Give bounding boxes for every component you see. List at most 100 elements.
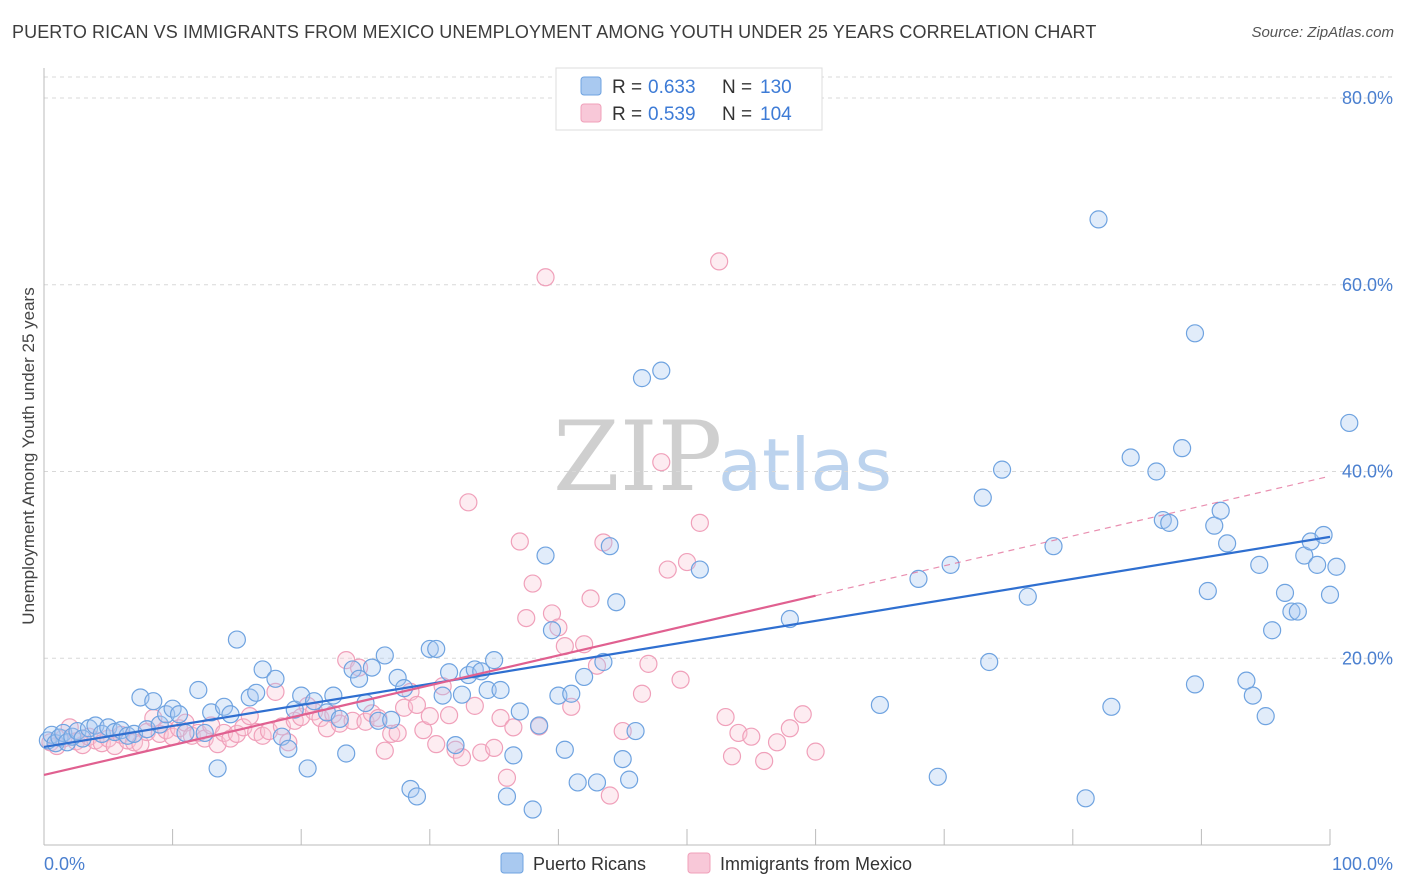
mexico-point	[710, 252, 729, 271]
puerto-rican-point	[433, 686, 452, 705]
legend-n-label-blue: N =	[722, 77, 752, 98]
mexico-point	[510, 532, 529, 551]
trend-lines	[43, 475, 1331, 777]
puerto-rican-point	[575, 667, 594, 687]
x-tick-label-max: 100.0%	[1332, 854, 1393, 874]
mexico-point	[523, 574, 542, 593]
puerto-rican-point	[973, 488, 992, 507]
mexico-point	[793, 705, 812, 724]
mexico-point	[690, 513, 709, 532]
puerto-rican-point	[208, 759, 227, 778]
mexico-point	[581, 589, 600, 608]
puerto-rican-point	[54, 723, 73, 743]
puerto-rican-point	[530, 716, 549, 735]
mexico-point	[517, 608, 536, 628]
mexico-point	[632, 684, 652, 703]
puerto-rican-point	[594, 652, 613, 672]
puerto-rican-point	[928, 767, 947, 786]
puerto-rican-point	[562, 684, 581, 703]
puerto-rican-point	[491, 680, 510, 700]
puerto-rican-point	[620, 770, 639, 789]
bottom-legend-label-blue: Puerto Ricans	[533, 854, 646, 874]
puerto-rican-point	[247, 683, 266, 702]
puerto-rican-point	[1308, 555, 1327, 574]
mexico-point	[613, 721, 632, 741]
puerto-rican-point	[941, 555, 960, 574]
puerto-rican-point	[652, 361, 671, 380]
puerto-rican-point	[1256, 707, 1275, 726]
mexico-point	[497, 768, 517, 787]
puerto-rican-point	[523, 800, 542, 819]
puerto-rican-point	[298, 759, 317, 778]
puerto-rican-point	[497, 787, 517, 806]
series-mexico-points	[41, 252, 825, 805]
mexico-point	[427, 735, 446, 754]
mexico-point	[562, 697, 581, 716]
puerto-rican-point	[1340, 413, 1359, 433]
puerto-rican-point	[1320, 585, 1340, 604]
puerto-rican-point	[607, 593, 626, 612]
y-axis-title: Unemployment Among Youth under 25 years	[19, 287, 38, 624]
mexico-point	[722, 747, 742, 766]
puerto-rican-point	[343, 660, 362, 679]
puerto-rican-point	[427, 639, 446, 659]
puerto-rican-point	[1263, 621, 1282, 640]
puerto-rican-point	[1185, 675, 1205, 694]
puerto-rican-point	[144, 692, 163, 711]
puerto-rican-point	[362, 658, 382, 677]
puerto-rican-point	[1044, 537, 1063, 556]
puerto-rican-point	[1018, 587, 1037, 606]
puerto-rican-point	[510, 702, 529, 721]
legend-n-value-pink: 104	[760, 104, 792, 125]
puerto-rican-point	[407, 787, 427, 806]
puerto-rican-point	[1327, 557, 1346, 576]
puerto-rican-point	[169, 705, 189, 724]
mexico-point	[742, 727, 761, 746]
legend-r-value-blue: 0.633	[648, 77, 696, 98]
puerto-rican-point	[780, 609, 799, 629]
puerto-rican-point	[446, 735, 465, 755]
mexico-point	[600, 786, 619, 805]
legend-n-label-pink: N =	[722, 104, 752, 125]
puerto-rican-point	[1250, 555, 1269, 574]
watermark: ZIP atlas	[553, 401, 892, 513]
puerto-rican-point	[369, 711, 388, 730]
puerto-rican-point	[375, 646, 394, 665]
puerto-rican-point	[1185, 324, 1205, 343]
puerto-rican-point	[337, 744, 356, 763]
puerto-rican-point	[388, 668, 407, 687]
puerto-rican-point	[626, 721, 645, 741]
watermark-zip: ZIP	[553, 401, 722, 513]
mexico-point	[240, 707, 259, 726]
mexico-point	[767, 733, 787, 752]
bottom-legend-swatch-pink	[687, 852, 711, 874]
legend-n-value-blue: 130	[760, 77, 792, 98]
puerto-rican-point	[1205, 516, 1224, 535]
puerto-rican-point	[632, 369, 652, 388]
legend-box: R = 0.633 N = 130 R = 0.539 N = 104	[555, 67, 823, 131]
puerto-rican-point	[504, 746, 523, 765]
mexico-point	[420, 707, 439, 726]
puerto-rican-point	[1288, 602, 1307, 621]
mexico-point	[491, 708, 510, 728]
puerto-rican-point	[1198, 581, 1217, 601]
puerto-rican-point	[356, 693, 375, 713]
mexico-point	[459, 493, 478, 512]
puerto-rican-point	[485, 651, 504, 670]
puerto-rican-point	[536, 546, 555, 565]
bottom-legend-swatch-blue	[500, 852, 524, 874]
puerto-rican-point	[189, 680, 208, 700]
mexico-point	[780, 719, 799, 738]
puerto-rican-point	[1275, 583, 1295, 602]
puerto-rican-point	[1243, 686, 1262, 705]
puerto-rican-point	[1211, 501, 1230, 520]
y-tick-label: 40.0%	[1342, 462, 1393, 482]
puerto-rican-point	[1147, 462, 1166, 481]
puerto-rican-point	[1173, 439, 1192, 458]
puerto-rican-point	[1314, 525, 1333, 545]
mexico-point	[446, 740, 465, 759]
puerto-rican-point	[478, 680, 497, 700]
bottom-legend: Puerto Ricans Immigrants from Mexico	[500, 852, 912, 874]
puerto-rican-point	[1102, 697, 1121, 716]
